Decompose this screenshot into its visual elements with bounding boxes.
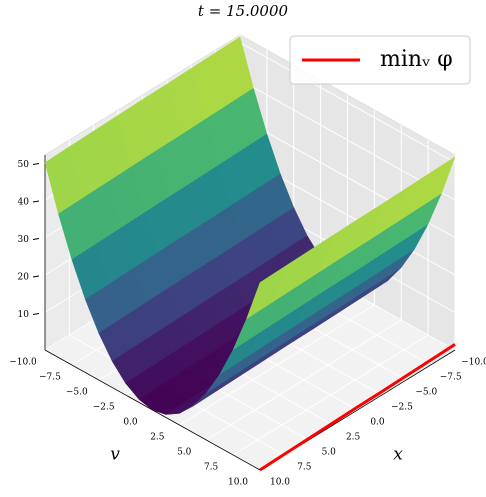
tick-label: −2.5 (93, 403, 115, 413)
tick-label: 7.5 (297, 463, 312, 473)
grid-line (179, 304, 375, 426)
x-axis-label: x (393, 445, 403, 465)
z-tick (32, 313, 40, 315)
tick-label: 30 (18, 235, 30, 245)
chart-title: t = 15.0000 (198, 2, 289, 20)
tick-label: 10.0 (228, 478, 248, 488)
tick-label: 10 (18, 310, 30, 320)
grid-line (232, 334, 429, 456)
tick-label: 0.0 (123, 418, 138, 428)
grid-line (205, 319, 402, 441)
tick-label: 20 (18, 273, 30, 283)
legend-label: minᵥ φ (380, 47, 453, 72)
z-tick (32, 200, 40, 203)
tick-label: 2.5 (150, 433, 165, 443)
tick-label: −2.5 (391, 403, 413, 413)
surface-patch (246, 266, 285, 320)
legend-box (289, 35, 471, 85)
tick-label: 5.0 (177, 448, 192, 458)
tick-label: 7.5 (204, 463, 219, 473)
z-tick (32, 275, 40, 278)
tick-label: −5.0 (415, 388, 437, 398)
surface (44, 36, 456, 415)
tick-label: −5.0 (66, 388, 88, 398)
tick-label: 40 (18, 198, 30, 208)
tick-label: −7.5 (39, 373, 61, 383)
tick-label: −7.5 (440, 373, 462, 383)
tick-label: 5.0 (322, 448, 337, 458)
tick-label: 10.0 (270, 478, 290, 488)
tick-label: −10.0 (9, 358, 37, 368)
grid-line (239, 42, 456, 163)
z-tick (32, 163, 40, 165)
z-tick (32, 238, 40, 240)
tick-label: 2.5 (346, 433, 361, 443)
legend: minᵥ φ (289, 35, 471, 85)
tick-label: 50 (18, 160, 30, 170)
v-axis-label: v (110, 445, 120, 465)
tick-label: −10.0 (461, 358, 486, 368)
min-line (259, 343, 456, 472)
tick-label: 0.0 (370, 418, 385, 428)
